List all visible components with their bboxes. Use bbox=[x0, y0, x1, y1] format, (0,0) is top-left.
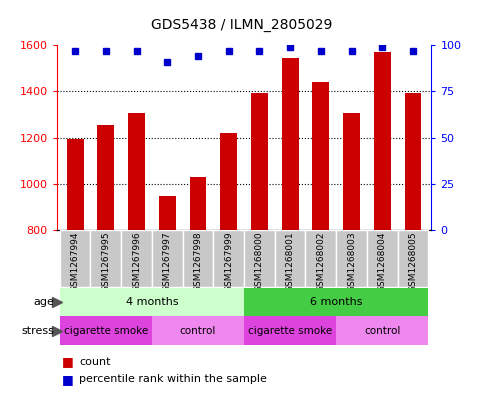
Text: GSM1267997: GSM1267997 bbox=[163, 231, 172, 292]
Bar bbox=[220, 133, 237, 230]
Text: cigarette smoke: cigarette smoke bbox=[64, 325, 148, 336]
Bar bbox=[60, 316, 152, 345]
Bar bbox=[374, 52, 390, 230]
Text: GSM1267998: GSM1267998 bbox=[193, 231, 203, 292]
Bar bbox=[244, 230, 275, 287]
Text: 4 months: 4 months bbox=[126, 297, 178, 307]
Bar bbox=[306, 230, 336, 287]
Text: control: control bbox=[364, 325, 400, 336]
Bar bbox=[336, 230, 367, 287]
Bar bbox=[91, 230, 121, 287]
Bar bbox=[60, 230, 91, 287]
Text: stress: stress bbox=[21, 325, 54, 336]
Bar bbox=[98, 125, 114, 230]
Text: ■: ■ bbox=[62, 355, 73, 368]
Bar bbox=[313, 82, 329, 230]
Text: GSM1267994: GSM1267994 bbox=[70, 231, 80, 292]
Bar bbox=[128, 113, 145, 230]
Text: GSM1268002: GSM1268002 bbox=[317, 231, 325, 292]
Text: count: count bbox=[79, 356, 110, 367]
Text: age: age bbox=[34, 297, 54, 307]
Bar bbox=[397, 230, 428, 287]
Bar bbox=[404, 92, 422, 230]
Bar bbox=[213, 230, 244, 287]
Text: cigarette smoke: cigarette smoke bbox=[248, 325, 332, 336]
Bar bbox=[282, 58, 299, 230]
Text: GSM1267999: GSM1267999 bbox=[224, 231, 233, 292]
Text: GSM1267996: GSM1267996 bbox=[132, 231, 141, 292]
Text: GSM1268003: GSM1268003 bbox=[347, 231, 356, 292]
Text: control: control bbox=[180, 325, 216, 336]
Bar bbox=[182, 230, 213, 287]
Bar bbox=[336, 316, 428, 345]
Bar bbox=[159, 196, 176, 230]
Bar bbox=[343, 113, 360, 230]
Text: ■: ■ bbox=[62, 373, 73, 386]
Text: GSM1267995: GSM1267995 bbox=[102, 231, 110, 292]
Bar bbox=[60, 288, 244, 316]
Bar bbox=[189, 177, 207, 230]
Bar bbox=[121, 230, 152, 287]
Bar bbox=[251, 92, 268, 230]
Bar bbox=[244, 316, 336, 345]
Text: GDS5438 / ILMN_2805029: GDS5438 / ILMN_2805029 bbox=[151, 18, 332, 32]
Text: GSM1268000: GSM1268000 bbox=[255, 231, 264, 292]
Bar bbox=[152, 230, 182, 287]
Text: 6 months: 6 months bbox=[310, 297, 362, 307]
Bar bbox=[67, 139, 84, 230]
Bar bbox=[152, 316, 244, 345]
Text: GSM1268001: GSM1268001 bbox=[285, 231, 295, 292]
Bar bbox=[275, 230, 306, 287]
Bar bbox=[244, 288, 428, 316]
Text: percentile rank within the sample: percentile rank within the sample bbox=[79, 374, 267, 384]
Text: GSM1268004: GSM1268004 bbox=[378, 231, 387, 292]
Bar bbox=[367, 230, 397, 287]
Text: GSM1268005: GSM1268005 bbox=[408, 231, 418, 292]
